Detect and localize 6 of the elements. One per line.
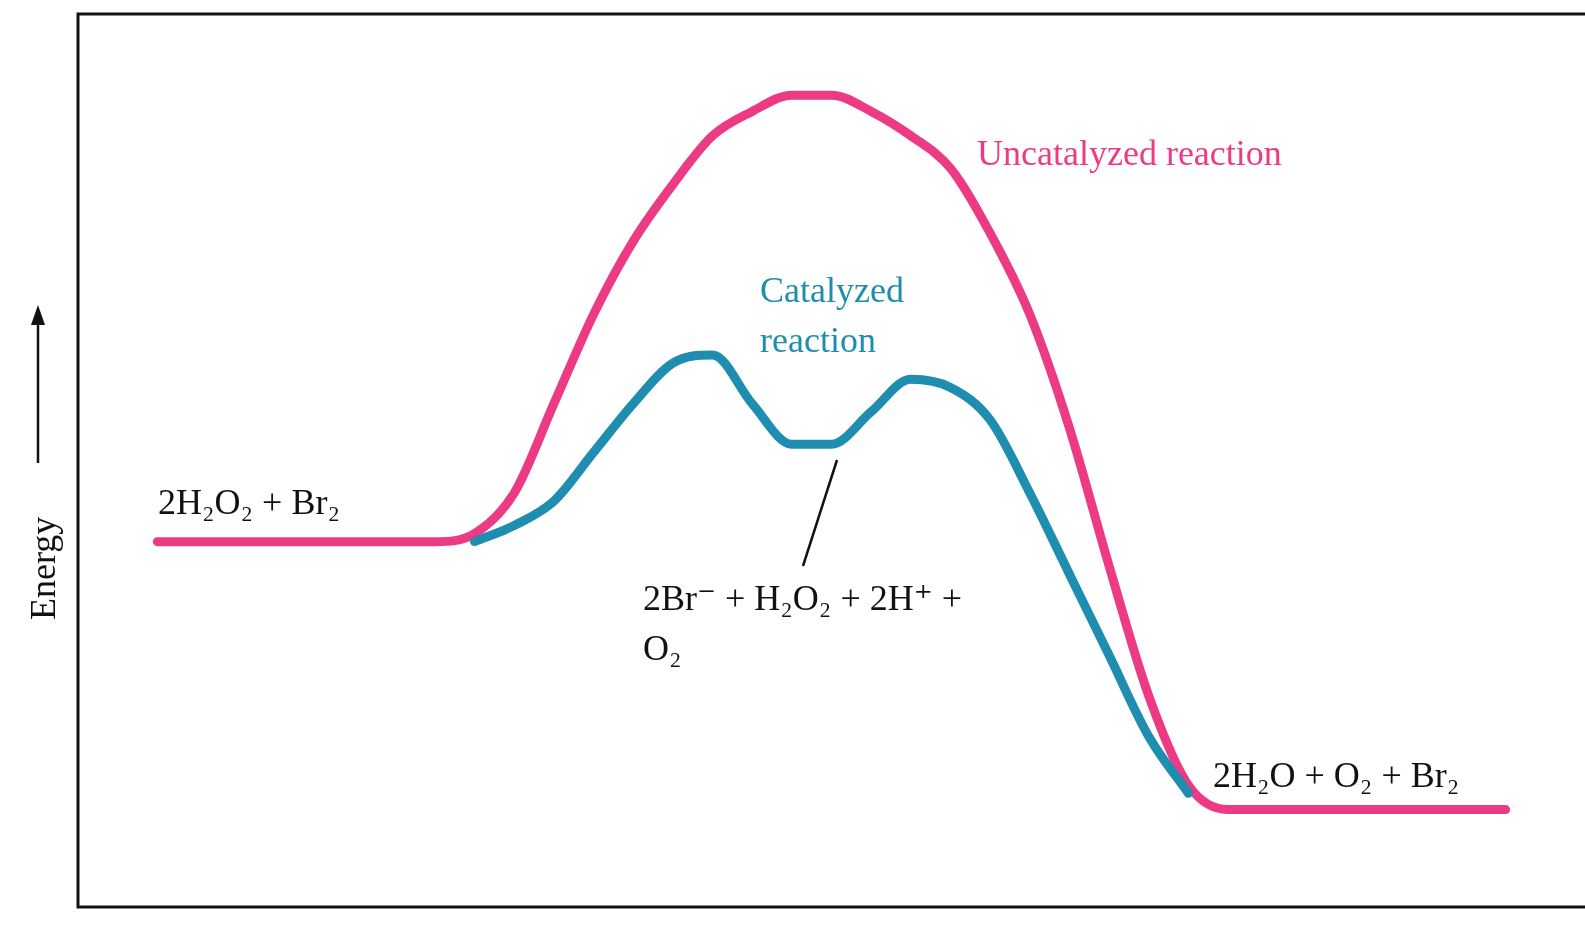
annotation: 2Br⁻ + H₂O₂ + 2H⁺ + O₂	[643, 577, 963, 670]
series-label: Catalyzed reaction	[760, 269, 905, 362]
annotation: 2H₂O + O₂ + Br₂	[1213, 754, 1461, 797]
y-axis-title: Energy	[22, 516, 64, 620]
annotation: 2H₂O₂ + Br₂	[158, 481, 341, 524]
series-label: Uncatalyzed reaction	[977, 132, 1283, 175]
